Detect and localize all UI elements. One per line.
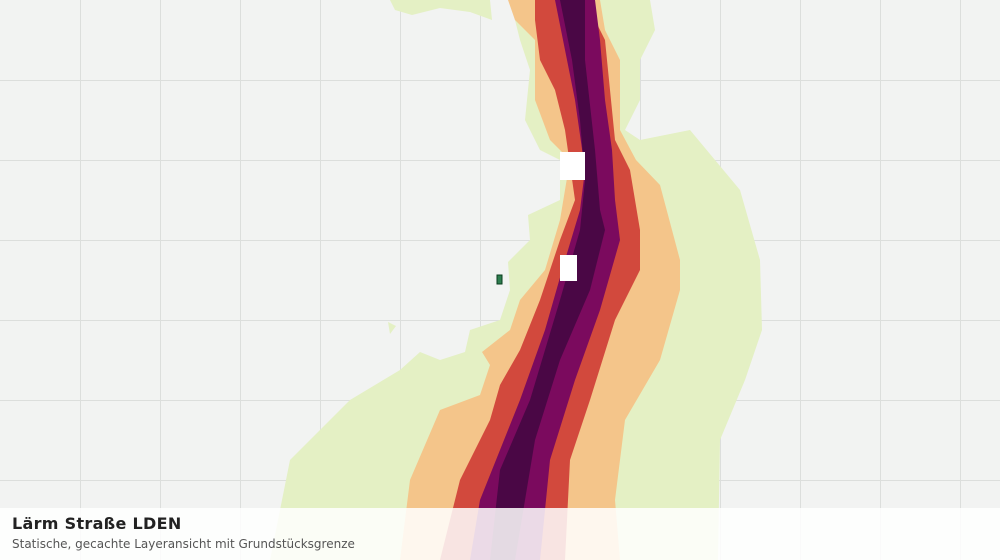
- noise-zone-low: [270, 0, 762, 560]
- noise-zone-low: [390, 0, 492, 20]
- noise-zone-low: [388, 322, 396, 334]
- gap: [560, 255, 577, 281]
- noise-layer: [270, 0, 762, 560]
- gap: [560, 152, 585, 180]
- noise-zone-extreme: [490, 0, 605, 560]
- layer-subtitle: Statische, gecachte Layeransicht mit Gru…: [12, 537, 355, 551]
- layer-title: Lärm Straße LDEN: [12, 514, 182, 533]
- parcel-marker: [496, 274, 503, 285]
- info-panel: Lärm Straße LDEN Statische, gecachte Lay…: [0, 508, 1000, 560]
